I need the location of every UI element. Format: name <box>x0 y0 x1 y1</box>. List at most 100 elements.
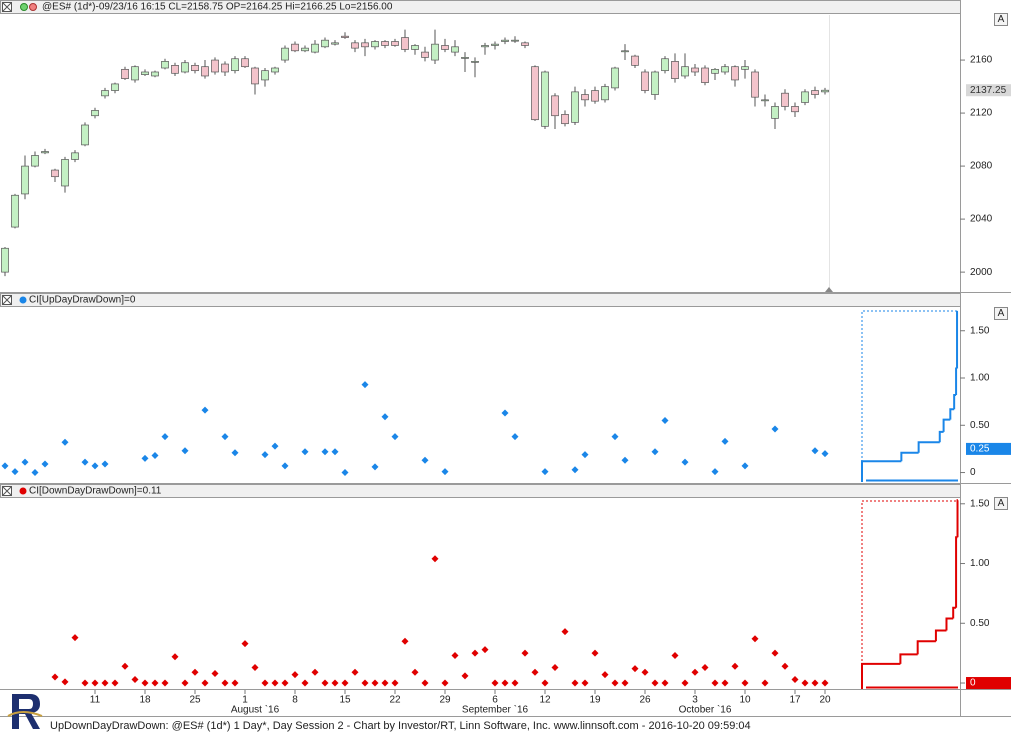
point <box>681 458 689 466</box>
point <box>491 679 499 687</box>
point <box>11 468 19 476</box>
candle-body <box>781 92 789 107</box>
candle-body <box>281 47 289 61</box>
point <box>521 649 529 657</box>
point <box>381 413 389 421</box>
point <box>421 679 429 687</box>
candle-body <box>621 50 629 53</box>
x-tick-label: 15 <box>339 695 351 706</box>
x-group-label: August `16 <box>231 704 280 716</box>
point <box>261 679 269 687</box>
point <box>591 649 599 657</box>
y-tick-label: 2080 <box>970 161 993 172</box>
candle-body <box>341 35 349 38</box>
x-tick-label: 22 <box>389 695 401 706</box>
point <box>421 456 429 464</box>
point <box>501 679 509 687</box>
point <box>721 679 729 687</box>
point <box>691 668 699 676</box>
candle-body <box>411 45 419 50</box>
autoscale-button[interactable] <box>994 497 1008 510</box>
distribution-step <box>917 441 940 453</box>
point <box>441 679 449 687</box>
candle-body <box>191 65 199 72</box>
point <box>321 679 329 687</box>
candle-body <box>121 68 129 79</box>
candle-body <box>151 71 159 77</box>
point <box>561 628 569 636</box>
x-tick-label: 3 <box>692 695 698 706</box>
candle-body <box>51 169 59 178</box>
distribution-step <box>899 653 918 664</box>
candle-body <box>431 43 439 61</box>
point <box>301 679 309 687</box>
point <box>111 679 119 687</box>
point <box>711 468 719 476</box>
last-value-label: 0 <box>970 678 976 689</box>
point <box>81 458 89 466</box>
point <box>411 668 419 676</box>
point <box>461 672 469 680</box>
point <box>451 652 459 660</box>
x-tick-label: 11 <box>90 695 101 706</box>
autoscale-label: A <box>998 498 1005 509</box>
point <box>471 649 479 657</box>
autoscale-button[interactable] <box>994 307 1008 320</box>
close-buttons[interactable] <box>2 2 12 496</box>
candle-body <box>141 71 149 75</box>
point <box>821 450 829 458</box>
candle-body <box>11 194 19 228</box>
point <box>331 679 339 687</box>
distribution-step <box>861 662 901 689</box>
candle-body <box>171 65 179 74</box>
candle-body <box>161 61 169 69</box>
panel-header <box>0 0 961 14</box>
distribution-step <box>938 430 944 443</box>
point <box>161 433 169 441</box>
point <box>541 679 549 687</box>
point <box>391 433 399 441</box>
candle-body <box>611 67 619 89</box>
point <box>61 678 69 686</box>
x-tick-label: 26 <box>639 695 651 706</box>
logo <box>7 694 43 729</box>
candle-body <box>581 94 589 101</box>
distribution-step <box>955 367 958 396</box>
candle-body <box>81 124 89 146</box>
candle-body <box>1 247 9 273</box>
candle-body <box>571 91 579 123</box>
point <box>341 679 349 687</box>
panel-title: CI[UpDayDrawDown]=0 <box>29 295 136 306</box>
point <box>581 451 589 459</box>
down-icon <box>29 3 37 11</box>
x-tick-label: 10 <box>739 695 751 706</box>
point <box>51 673 59 681</box>
candle-body <box>221 63 229 73</box>
point <box>811 447 819 455</box>
candle-body <box>361 42 369 48</box>
y-tick-label: 2160 <box>970 55 993 66</box>
series-icon <box>19 296 27 304</box>
autoscale-label: A <box>998 14 1005 25</box>
point <box>61 438 69 446</box>
candle-body <box>311 43 319 53</box>
point <box>731 662 739 670</box>
y-tick-label: 0.50 <box>970 420 990 431</box>
point <box>821 679 829 687</box>
point <box>511 433 519 441</box>
point <box>141 454 149 462</box>
candle-body <box>371 41 379 48</box>
autoscale-button[interactable] <box>994 13 1008 26</box>
point <box>311 668 319 676</box>
point <box>371 679 379 687</box>
candle-body <box>421 51 429 58</box>
candle-body <box>651 71 659 95</box>
candle-body <box>531 66 539 121</box>
distribution-frame <box>861 500 958 689</box>
candle-body <box>811 90 819 95</box>
y-tick-label: 2000 <box>970 267 993 278</box>
candle-body <box>251 67 259 85</box>
candle-body <box>231 58 239 72</box>
point <box>271 442 279 450</box>
